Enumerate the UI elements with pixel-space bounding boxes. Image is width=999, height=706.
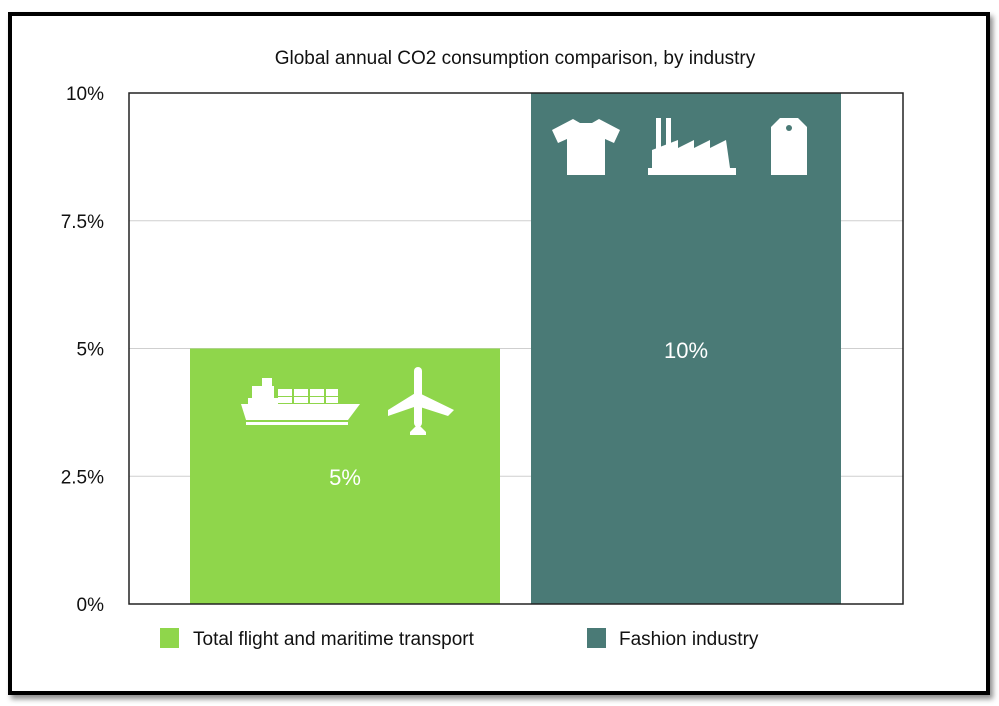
y-tick-label: 10% xyxy=(66,84,104,105)
bar-data-label: 5% xyxy=(329,465,361,490)
legend-label-transport: Total flight and maritime transport xyxy=(193,629,475,650)
legend-swatch-transport xyxy=(160,628,179,648)
factory-icon xyxy=(648,118,736,175)
y-tick-label: 7.5% xyxy=(61,212,104,233)
t-shirt-icon xyxy=(552,119,620,175)
legend-swatch-fashion xyxy=(587,628,606,648)
y-tick-label: 0% xyxy=(77,595,105,616)
chart-title: Global annual CO2 consumption comparison… xyxy=(275,48,756,69)
bar-1 xyxy=(531,93,841,604)
cargo-ship-icon xyxy=(241,378,360,425)
bar-data-label: 10% xyxy=(664,338,708,363)
plot-area-border xyxy=(128,92,904,605)
bar-0 xyxy=(190,348,500,604)
y-tick-label: 5% xyxy=(77,340,105,361)
airplane-icon xyxy=(388,367,454,435)
legend-label-fashion: Fashion industry xyxy=(619,629,759,650)
y-tick-label: 2.5% xyxy=(61,467,104,488)
legend: Total flight and maritime transport Fash… xyxy=(160,628,759,650)
price-tag-icon xyxy=(771,118,807,175)
